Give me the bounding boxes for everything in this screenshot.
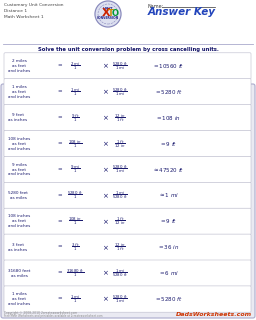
Text: $\times$: $\times$ — [102, 165, 109, 174]
Text: 3 feet
as inches: 3 feet as inches — [8, 243, 27, 252]
Text: $\frac{1\ mi}{5280\ ft}$: $\frac{1\ mi}{5280\ ft}$ — [112, 189, 128, 201]
Text: $\times$: $\times$ — [102, 114, 109, 122]
Text: =: = — [58, 219, 62, 224]
Text: T: T — [108, 9, 114, 18]
Text: Solve the unit conversion problem by cross cancelling units.: Solve the unit conversion problem by cro… — [38, 46, 218, 52]
Text: 108 inches
as feet
and inches: 108 inches as feet and inches — [8, 137, 30, 150]
Text: $\frac{1\ mi}{5280\ ft}$: $\frac{1\ mi}{5280\ ft}$ — [112, 267, 128, 279]
FancyBboxPatch shape — [4, 131, 251, 157]
Text: $\frac{1\ ft}{12\ in}$: $\frac{1\ ft}{12\ in}$ — [114, 138, 126, 149]
Text: Distance 1: Distance 1 — [4, 9, 27, 13]
Text: =: = — [58, 63, 62, 68]
Text: X: X — [102, 8, 110, 18]
Text: $\times$: $\times$ — [102, 295, 109, 303]
Text: $= 6\ mi$: $= 6\ mi$ — [157, 269, 178, 277]
Text: $\times$: $\times$ — [102, 217, 109, 226]
FancyBboxPatch shape — [4, 156, 251, 183]
FancyBboxPatch shape — [4, 182, 251, 209]
FancyBboxPatch shape — [4, 234, 251, 260]
Text: 1 miles
as feet
and inches: 1 miles as feet and inches — [8, 85, 30, 99]
FancyBboxPatch shape — [4, 53, 251, 79]
Text: =: = — [58, 271, 62, 276]
Text: $= 108\ in$: $= 108\ in$ — [155, 114, 181, 122]
Text: $\times$: $\times$ — [102, 140, 109, 148]
Text: $\frac{108\ in}{1}$: $\frac{108\ in}{1}$ — [68, 138, 82, 149]
Text: 1 miles
as feet
and inches: 1 miles as feet and inches — [8, 292, 30, 306]
Text: $\frac{12\ in}{1\ ft}$: $\frac{12\ in}{1\ ft}$ — [114, 112, 126, 124]
Text: $\frac{5280\ ft}{1}$: $\frac{5280\ ft}{1}$ — [67, 189, 83, 201]
Text: Math Worksheet 1: Math Worksheet 1 — [4, 15, 44, 19]
Text: $\frac{5280\ ft}{1\ mi}$: $\frac{5280\ ft}{1\ mi}$ — [112, 164, 128, 175]
Text: $\frac{1\ mi}{1}$: $\frac{1\ mi}{1}$ — [70, 86, 80, 98]
FancyBboxPatch shape — [4, 286, 251, 312]
Text: $\times$: $\times$ — [102, 62, 109, 70]
Text: 108 inches
as feet
and inches: 108 inches as feet and inches — [8, 214, 30, 228]
Text: 31680 feet
as miles: 31680 feet as miles — [8, 269, 30, 277]
Text: UNIT: UNIT — [103, 7, 113, 11]
Text: $\frac{31680\ ft}{1}$: $\frac{31680\ ft}{1}$ — [66, 267, 84, 279]
Text: $\approx 1\ mi$: $\approx 1\ mi$ — [157, 191, 178, 199]
Text: $\frac{5280\ ft}{1\ mi}$: $\frac{5280\ ft}{1\ mi}$ — [112, 60, 128, 72]
FancyBboxPatch shape — [4, 208, 251, 235]
Text: $\frac{5280\ ft}{1\ mi}$: $\frac{5280\ ft}{1\ mi}$ — [112, 86, 128, 98]
Text: $\frac{1\ mi}{1}$: $\frac{1\ mi}{1}$ — [70, 293, 80, 305]
Text: 5280 feet
as miles: 5280 feet as miles — [8, 191, 28, 200]
FancyBboxPatch shape — [4, 260, 251, 286]
Text: 2 miles
as feet
and inches: 2 miles as feet and inches — [8, 59, 30, 73]
Text: $\times$: $\times$ — [102, 88, 109, 96]
Text: Copyright © 2008-2010 2createaworksheet.com: Copyright © 2008-2010 2createaworksheet.… — [4, 311, 77, 315]
Text: =: = — [58, 141, 62, 146]
Text: $\frac{108\ in}{1}$: $\frac{108\ in}{1}$ — [68, 215, 82, 227]
Text: $= 9\ ft$: $= 9\ ft$ — [159, 217, 177, 225]
Text: =: = — [58, 115, 62, 120]
Text: $\frac{12\ in}{1\ ft}$: $\frac{12\ in}{1\ ft}$ — [114, 241, 126, 253]
Text: $\times$: $\times$ — [102, 191, 109, 200]
Text: Free Math Worksheets and printables available at 2createaworksheet.com: Free Math Worksheets and printables avai… — [4, 314, 102, 318]
Text: =: = — [58, 245, 62, 250]
Text: $\frac{1\ ft}{12\ in}$: $\frac{1\ ft}{12\ in}$ — [114, 215, 126, 227]
Text: O: O — [112, 9, 119, 18]
FancyBboxPatch shape — [4, 79, 251, 105]
Text: $\times$: $\times$ — [102, 269, 109, 277]
Text: Name:: Name: — [148, 4, 164, 9]
Text: =: = — [58, 297, 62, 301]
Text: =: = — [58, 89, 62, 94]
Text: 9 feet
as inches: 9 feet as inches — [8, 113, 27, 122]
Text: $\frac{3\ ft}{1}$: $\frac{3\ ft}{1}$ — [71, 241, 79, 253]
Text: $\frac{9\ mi}{1}$: $\frac{9\ mi}{1}$ — [70, 164, 80, 175]
Text: $= 9\ ft$: $= 9\ ft$ — [159, 140, 177, 148]
FancyBboxPatch shape — [4, 105, 251, 131]
Circle shape — [95, 1, 121, 27]
Bar — [0, 0, 256, 45]
Text: $= 5280\ ft$: $= 5280\ ft$ — [154, 88, 182, 96]
Text: =: = — [58, 193, 62, 198]
Text: $\frac{5280\ ft}{1\ mi}$: $\frac{5280\ ft}{1\ mi}$ — [112, 293, 128, 305]
Text: 9 miles
as feet
and inches: 9 miles as feet and inches — [8, 163, 30, 176]
Text: $\times$: $\times$ — [102, 243, 109, 252]
Text: $= 10560\ ft$: $= 10560\ ft$ — [152, 62, 184, 70]
Text: $\approx 47520\ ft$: $\approx 47520\ ft$ — [152, 165, 184, 173]
Text: DadsWorksheets.com: DadsWorksheets.com — [176, 312, 252, 317]
Text: $\frac{9\ ft}{1}$: $\frac{9\ ft}{1}$ — [71, 112, 79, 124]
Text: Answer Key: Answer Key — [148, 7, 216, 17]
Text: $= 5280\ ft$: $= 5280\ ft$ — [154, 295, 182, 303]
Text: =: = — [58, 167, 62, 172]
Text: CONVERSION: CONVERSION — [97, 16, 119, 20]
Text: $\frac{2\ mi}{1}$: $\frac{2\ mi}{1}$ — [70, 60, 80, 72]
Text: $= 36\ in$: $= 36\ in$ — [157, 243, 179, 251]
Text: Customary Unit Conversion: Customary Unit Conversion — [4, 3, 63, 7]
FancyBboxPatch shape — [1, 84, 255, 318]
